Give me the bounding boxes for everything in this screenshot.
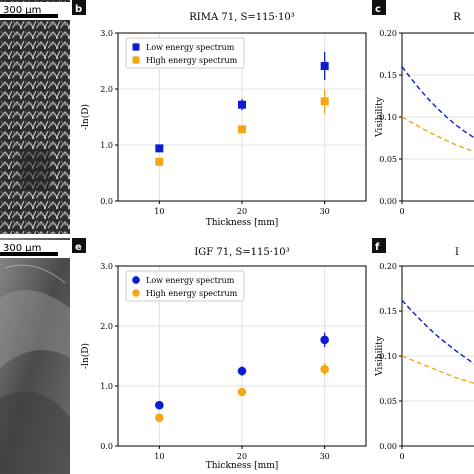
panel-letter-badge-b [72, 0, 86, 15]
scale-bar-d [0, 252, 58, 256]
x-tick-label: 20 [237, 207, 247, 216]
data-point-series-0 [155, 400, 164, 410]
panel-letter-e: e [75, 242, 82, 253]
micrograph-a-texture [0, 0, 70, 234]
data-point-series-1 [320, 364, 329, 374]
y-tick-label: 0.20 [379, 262, 397, 271]
panel-letter-badge-e [72, 238, 86, 253]
y-tick-label: 0.15 [379, 71, 397, 80]
y-tick-label: 0.15 [379, 307, 397, 316]
y-tick-label: 0.05 [379, 155, 397, 164]
x-tick-label: 30 [320, 452, 330, 461]
panel-letter-b: b [75, 4, 82, 15]
panel-letter-f: f [375, 242, 380, 253]
y-tick-label: 2.0 [100, 85, 113, 94]
data-point-series-1 [238, 125, 246, 134]
legend-box-e [125, 270, 245, 302]
legend-label-series-0: Low energy spectrum [146, 43, 235, 52]
micrograph-d: 300 µm [0, 238, 70, 474]
legend-label-series-1: High energy spectrum [146, 289, 238, 298]
chart-title-c: R [453, 12, 461, 23]
chart-c: cR0.000.050.100.150.20010Visibility [372, 0, 474, 216]
y-axis-label-e: -ln(D) [80, 343, 91, 369]
micrograph-a: 300 µm [0, 0, 70, 234]
y-axis-label-c: Visibility [375, 96, 385, 138]
x-tick-label: 20 [237, 452, 247, 461]
data-point-series-1 [155, 413, 164, 423]
chart-b: b RIMA 71, S=115·10³ 0.0 1.0 2.0 3.0 10 20 30 Thi… [72, 0, 367, 228]
y-tick-label: 0.0 [100, 442, 113, 451]
chart-f: fI0.000.050.100.150.20010Visibility [372, 238, 474, 461]
y-tick-label: 0.00 [379, 197, 397, 206]
chart-e: e IGF 71, S=115·10³ 0.0 1.0 2.0 3.0 10 20 30 Thic… [72, 238, 367, 471]
x-tick-label: 0 [399, 452, 404, 461]
y-tick-label: 1.0 [100, 141, 113, 150]
y-tick-label: 0.10 [379, 113, 397, 122]
x-tick-label: 0 [399, 207, 404, 216]
legend-label-series-0: Low energy spectrum [146, 276, 235, 285]
panel-f: fI0.000.050.100.150.20010Visibility [372, 238, 474, 474]
data-point-series-0 [155, 144, 164, 153]
panel-letter-badge-f [372, 238, 386, 253]
chart-title-f: I [455, 247, 459, 258]
legend-marker-series-1 [132, 289, 140, 297]
y-tick-label: 0.10 [379, 352, 397, 361]
panel-e: e IGF 71, S=115·10³ 0.0 1.0 2.0 3.0 10 20 30 Thic… [72, 238, 370, 474]
data-point-series-0 [320, 335, 329, 345]
legend-label-series-1: High energy spectrum [146, 56, 238, 65]
y-tick-label: 1.0 [100, 382, 113, 391]
y-axis-label-b: -ln(D) [80, 104, 91, 130]
y-tick-label: 0.20 [379, 29, 397, 38]
legend-marker-series-0 [132, 276, 140, 284]
x-tick-label: 30 [320, 207, 330, 216]
panel-letter-badge-c [372, 0, 386, 15]
y-axis-label-f: Visibility [375, 335, 385, 377]
y-tick-label: 2.0 [100, 322, 113, 331]
scale-bar-a [0, 14, 58, 18]
panel-letter-c: c [375, 4, 381, 15]
data-point-series-1 [237, 387, 247, 397]
legend-marker-series-0 [132, 43, 140, 51]
y-tick-label: 3.0 [100, 262, 113, 271]
panel-c: cR0.000.050.100.150.20010Visibility [372, 0, 474, 234]
chart-title-e: IGF 71, S=115·10³ [194, 247, 289, 258]
data-point-series-1 [320, 97, 329, 106]
legend-marker-series-1 [132, 56, 140, 64]
panel-b: b RIMA 71, S=115·10³ 0.0 1.0 2.0 3.0 10 20 30 Thi… [72, 0, 370, 234]
x-tick-label: 10 [154, 207, 164, 216]
legend-box-b [125, 37, 245, 69]
x-axis-label-e: Thickness [mm] [206, 461, 278, 471]
y-tick-label: 0.05 [379, 397, 397, 406]
data-point-series-0 [238, 100, 246, 109]
data-point-series-1 [155, 157, 164, 166]
y-tick-label: 0.0 [100, 197, 113, 206]
fit-curve-series-0 [401, 66, 474, 139]
fit-curve-series-1 [401, 116, 474, 153]
micrograph-d-texture [0, 238, 70, 474]
chart-title-b: RIMA 71, S=115·10³ [189, 12, 294, 23]
y-tick-label: 3.0 [100, 29, 113, 38]
x-axis-label-b: Thickness [mm] [206, 218, 278, 228]
data-point-series-0 [320, 62, 329, 71]
fit-curve-series-1 [401, 355, 474, 384]
data-point-series-0 [237, 366, 247, 376]
x-tick-label: 10 [154, 452, 164, 461]
y-tick-label: 0.00 [379, 442, 397, 451]
